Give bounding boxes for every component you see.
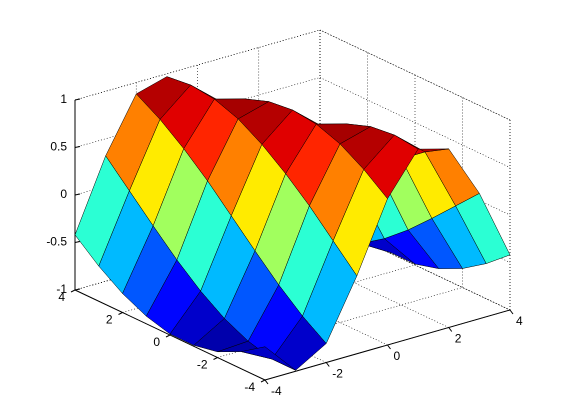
x-tick-label: -2 xyxy=(332,367,343,381)
z-tick-label: 0 xyxy=(60,187,67,201)
z-tick xyxy=(74,193,81,196)
grid-line xyxy=(319,219,511,311)
z-tick-label: 1 xyxy=(60,92,67,106)
x-tick-label: -4 xyxy=(271,384,282,398)
y-tick xyxy=(260,379,266,383)
y-tick-label: -2 xyxy=(197,358,208,372)
grid-line xyxy=(319,77,511,168)
x-tick-label: 0 xyxy=(394,349,401,363)
x-tick-label: 4 xyxy=(516,314,523,328)
z-tick xyxy=(74,98,81,101)
x-tick xyxy=(264,379,269,385)
grid-line xyxy=(74,29,321,101)
z-tick xyxy=(74,146,81,148)
y-tick xyxy=(165,334,171,338)
z-tick-label: -1 xyxy=(56,282,67,296)
z-tick-label: -0.5 xyxy=(46,235,67,249)
x-tick xyxy=(448,327,453,332)
z-tick xyxy=(74,288,81,291)
y-tick-label: 0 xyxy=(153,335,160,349)
z-tick-label: 0.5 xyxy=(50,140,67,154)
x-tick xyxy=(509,309,514,315)
y-tick-label: 4 xyxy=(58,290,65,304)
y-tick-label: -4 xyxy=(244,380,255,394)
x-tick-label: 2 xyxy=(455,332,462,346)
z-tick xyxy=(74,241,81,243)
y-tick-label: 2 xyxy=(106,313,113,327)
grid-line xyxy=(319,29,511,121)
x-tick xyxy=(325,362,330,367)
y-tick xyxy=(213,357,218,360)
surface-patch xyxy=(241,346,296,371)
y-tick xyxy=(70,289,76,293)
y-tick xyxy=(118,312,123,315)
x-tick xyxy=(387,344,391,350)
